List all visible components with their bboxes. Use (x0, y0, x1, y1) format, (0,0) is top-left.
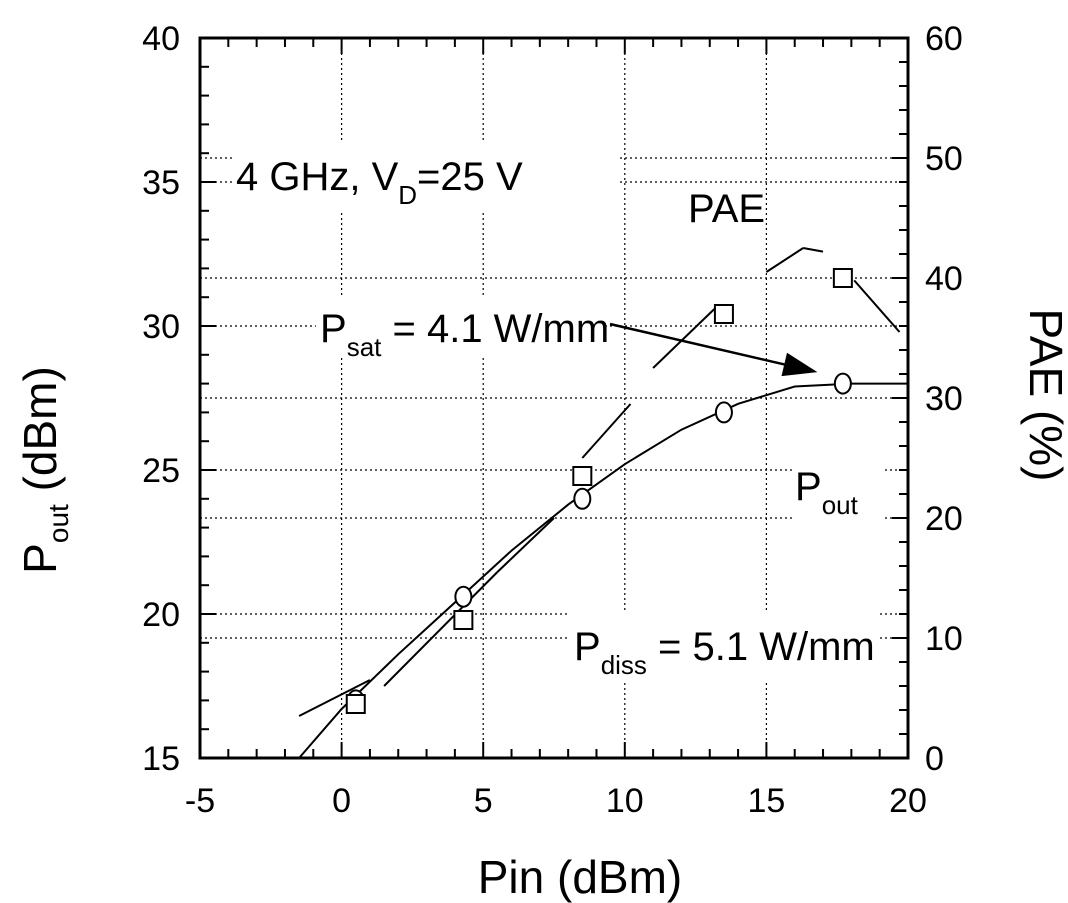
svg-text:Psat = 4.1 W/mm: Psat = 4.1 W/mm (320, 307, 609, 362)
x-tick-label: 10 (606, 782, 644, 820)
y-left-tick-label: 25 (142, 452, 180, 490)
y-right-tick-label: 30 (925, 380, 963, 418)
y-right-tick-label: 40 (925, 260, 963, 298)
pout-data-point (833, 372, 852, 395)
x-tick-label: 0 (332, 782, 351, 820)
data-markers (345, 268, 853, 714)
y-left-tick-label: 15 (142, 740, 180, 778)
y-left-tick-labels: 15 20 25 30 35 40 (142, 20, 180, 778)
y-right-axis-title: PAE (%) (1020, 309, 1068, 482)
pae-data-point (832, 268, 853, 288)
condition-annotation: 4 GHz, VD=25 V (232, 140, 620, 210)
psat-arrow-shaft (609, 322, 792, 368)
y-right-tick-label: 60 (925, 20, 963, 58)
pae-data-point (453, 610, 474, 630)
y-right-tick-labels: 0 10 20 30 40 50 60 (925, 20, 963, 778)
x-tick-labels: -5 0 5 10 15 20 (185, 782, 927, 820)
pout-data-point (454, 585, 473, 608)
y-left-axis-title: Pout (dBm) (14, 366, 74, 574)
pout-fit-curve (298, 382, 908, 759)
pae-fit-segment (581, 403, 632, 459)
pout-data-point (714, 401, 733, 424)
pae-fit-segment (765, 247, 804, 273)
svg-text:Pdiss = 5.1 W/mm: Pdiss = 5.1 W/mm (574, 625, 875, 680)
y-left-tick-label: 35 (142, 164, 180, 202)
pae-fit-segment (298, 679, 371, 717)
y-right-tick-label: 0 (925, 740, 944, 778)
y-right-tick-label: 20 (925, 500, 963, 538)
plot-frame (198, 36, 910, 760)
pae-data-point (572, 466, 593, 486)
svg-text:4 GHz, VD=25 V: 4 GHz, VD=25 V (236, 155, 523, 210)
fit-curves (298, 247, 908, 759)
psat-annotation: Psat = 4.1 W/mm (316, 295, 609, 362)
pae-series-label: PAE (688, 187, 765, 231)
pae-fit-segment (652, 307, 717, 369)
x-tick-label: 20 (889, 782, 927, 820)
pae-data-point (713, 304, 734, 324)
x-tick-label: -5 (185, 782, 215, 820)
y-right-tick-label: 10 (925, 620, 963, 658)
pout-series-label: Pout (792, 445, 882, 525)
y-right-tick-label: 50 (925, 140, 963, 178)
psat-arrow (609, 322, 818, 377)
pae-data-point (345, 694, 366, 714)
y-left-tick-label: 30 (142, 308, 180, 346)
x-tick-label: 15 (747, 782, 785, 820)
psat-arrow-head (781, 352, 818, 377)
pae-fit-segment (383, 571, 499, 687)
pae-fit-segment (853, 279, 901, 333)
pdiss-annotation: Pdiss = 5.1 W/mm (570, 612, 878, 680)
pout-data-point (573, 487, 592, 510)
y-left-tick-label: 20 (142, 596, 180, 634)
pae-fit-segment (803, 247, 824, 253)
y-left-tick-label: 40 (142, 20, 180, 58)
pae-fit-segment (496, 517, 555, 573)
svg-text:Pout: Pout (795, 465, 859, 520)
x-tick-label: 5 (474, 782, 493, 820)
x-axis-title: Pin (dBm) (478, 851, 682, 903)
